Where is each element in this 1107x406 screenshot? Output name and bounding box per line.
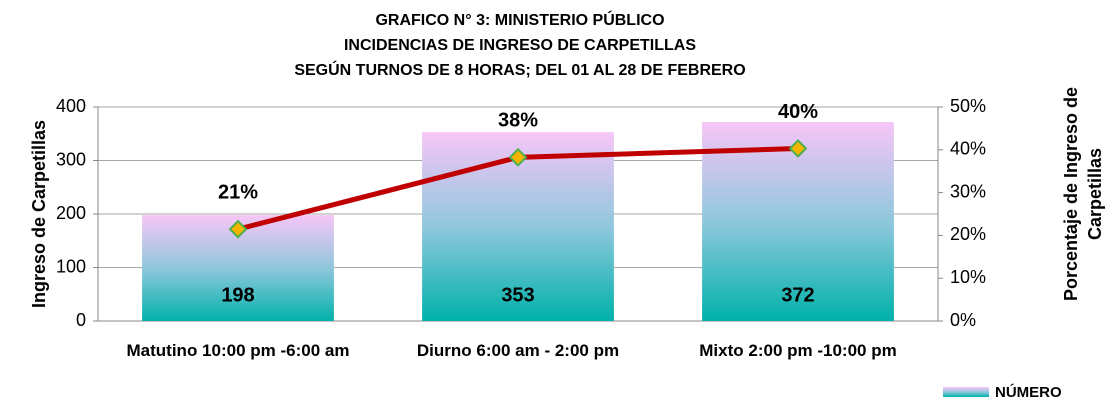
y2-axis-title: Carpetillas: [1085, 148, 1105, 240]
line-marker: [788, 139, 808, 158]
y2-tick-label: 0%: [950, 310, 976, 330]
chart-title: SEGÚN TURNOS DE 8 HORAS; DEL 01 AL 28 DE…: [294, 60, 745, 79]
line-value-label: 38%: [498, 110, 538, 132]
chart-title: INCIDENCIAS DE INGRESO DE CARPETILLAS: [344, 37, 696, 54]
line-marker: [508, 147, 528, 167]
x-tick-label: Matutino 10:00 pm -6:00 am: [126, 341, 350, 360]
line-value-label: 21%: [218, 181, 258, 203]
line-value-label: 40%: [778, 101, 818, 123]
y-tick-label: 100: [56, 256, 86, 276]
x-tick-label: Mixto 2:00 pm -10:00 pm: [699, 341, 897, 360]
y-tick-label: 400: [56, 96, 86, 116]
chart-title: GRAFICO N° 3: MINISTERIO PÚBLICO: [375, 10, 664, 29]
x-tick-label: Diurno 6:00 am - 2:00 pm: [416, 341, 620, 360]
y2-tick-label: 30%: [950, 181, 986, 201]
bar-value-label: 372: [781, 284, 814, 306]
y2-tick-label: 10%: [950, 267, 986, 287]
legend-swatch: [943, 387, 989, 397]
bar-value-label: 353: [501, 284, 534, 306]
y2-tick-label: 50%: [950, 96, 986, 116]
bar-value-label: 198: [221, 284, 254, 306]
y-tick-label: 200: [56, 203, 86, 223]
y2-axis-title: Porcentaje de Ingreso de: [1061, 87, 1081, 301]
legend-label: NÚMERO: [995, 383, 1062, 401]
y-axis-title: Ingreso de Carpetillas: [29, 120, 49, 308]
line-marker: [228, 219, 248, 239]
y-tick-label: 0: [76, 310, 86, 330]
y-tick-label: 300: [56, 149, 86, 169]
y2-tick-label: 20%: [950, 224, 986, 244]
y2-tick-label: 40%: [950, 139, 986, 159]
